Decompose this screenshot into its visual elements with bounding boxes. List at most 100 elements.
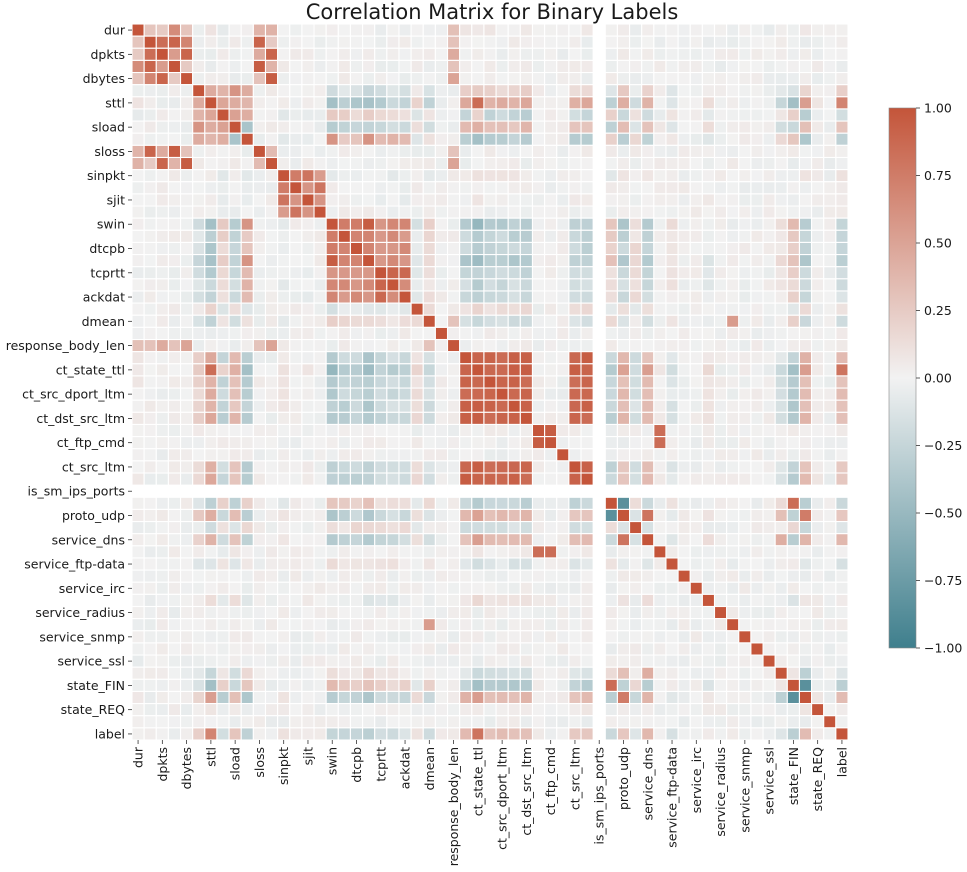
heatmap-cell [616, 108, 631, 122]
heatmap-cell [252, 654, 267, 668]
heatmap-cell [835, 217, 849, 231]
heatmap-cell [459, 59, 473, 74]
heatmap-cell [264, 727, 279, 741]
heatmap-cell [289, 169, 303, 183]
heatmap-cell [422, 266, 436, 280]
heatmap-cell [216, 375, 230, 389]
heatmap-cell [362, 727, 376, 741]
heatmap-cell [762, 436, 776, 450]
heatmap-cell [738, 290, 752, 304]
heatmap-cell [325, 569, 339, 583]
heatmap-cell [811, 411, 825, 426]
heatmap-cell [155, 593, 169, 608]
heatmap-cell [507, 35, 521, 49]
heatmap-cell [677, 363, 691, 377]
heatmap-cell [556, 375, 570, 389]
heatmap-cell [653, 496, 667, 510]
heatmap-cell [738, 156, 752, 171]
heatmap-cell [349, 654, 364, 668]
heatmap-cell [179, 557, 194, 571]
heatmap-cell [738, 108, 752, 122]
heatmap-cell [798, 229, 813, 243]
heatmap-cell [519, 678, 534, 693]
heatmap-cell [641, 654, 655, 668]
heatmap-cell [277, 23, 291, 37]
heatmap-cell [495, 314, 509, 328]
heatmap-cell [155, 715, 169, 729]
heatmap-cell [750, 144, 764, 159]
heatmap-cell [131, 23, 145, 37]
heatmap-cell [131, 557, 145, 571]
heatmap-cell [131, 132, 145, 146]
heatmap-cell [762, 229, 776, 243]
heatmap-cell [483, 411, 497, 426]
heatmap-cell [471, 120, 485, 134]
heatmap-cell [386, 35, 400, 49]
heatmap-cell [410, 23, 424, 37]
heatmap-cell [774, 593, 788, 608]
heatmap-cell [143, 496, 157, 510]
heatmap-cell [750, 205, 764, 219]
heatmap-cell [143, 727, 157, 741]
heatmap-cell [143, 715, 157, 729]
heatmap-cell [228, 448, 242, 462]
heatmap-cell [204, 96, 218, 110]
heatmap-cell [349, 581, 364, 595]
heatmap-cell [374, 557, 388, 571]
heatmap-cell [264, 448, 279, 462]
heatmap-cell [629, 508, 643, 523]
heatmap-cell [531, 533, 546, 547]
heatmap-cell [544, 411, 558, 426]
heatmap-cell [362, 448, 376, 462]
heatmap-cell [495, 193, 509, 207]
heatmap-cell [143, 605, 157, 620]
heatmap-cell [653, 144, 667, 159]
heatmap-cell [665, 703, 679, 717]
heatmap-cell [216, 205, 230, 219]
heatmap-cell [240, 593, 254, 608]
heatmap-cell [313, 423, 327, 438]
heatmap-cell [289, 557, 303, 571]
heatmap-cell [471, 557, 485, 571]
heatmap-cell [277, 593, 291, 608]
heatmap-cell [252, 375, 267, 389]
heatmap-cell [665, 581, 679, 595]
heatmap-cell [713, 193, 728, 207]
y-tick-label: proto_udp [62, 508, 125, 523]
heatmap-cell [289, 630, 303, 644]
heatmap-cell [665, 423, 679, 438]
heatmap-cell [264, 205, 279, 219]
heatmap-cell [665, 326, 679, 341]
heatmap-cell [774, 47, 788, 61]
heatmap-cell [713, 436, 728, 450]
heatmap-cell [143, 84, 157, 98]
heatmap-cell [495, 96, 509, 110]
heatmap-cell [762, 363, 776, 377]
heatmap-cell [823, 411, 837, 426]
heatmap-cell [277, 84, 291, 98]
heatmap-cell [726, 59, 740, 74]
heatmap-cell [216, 399, 230, 413]
heatmap-cell [495, 229, 509, 243]
heatmap-cell [398, 581, 412, 595]
heatmap-cell [677, 496, 691, 510]
heatmap-cell [604, 460, 618, 474]
heatmap-cell [155, 508, 169, 523]
heatmap-cell [374, 508, 388, 523]
heatmap-cell [398, 266, 412, 280]
heatmap-cell [568, 642, 582, 656]
heatmap-cell [641, 108, 655, 122]
heatmap-cell [386, 132, 400, 146]
heatmap-cell [216, 181, 230, 195]
heatmap-cell [289, 581, 303, 595]
heatmap-cell [750, 84, 764, 98]
heatmap-cell [301, 496, 315, 510]
heatmap-cell [337, 472, 351, 486]
heatmap-cell [313, 338, 327, 353]
heatmap-cell [192, 654, 206, 668]
heatmap-cell [483, 254, 497, 268]
heatmap-cell [289, 181, 303, 195]
colorbar-tick-label: −0.25 [924, 438, 962, 453]
heatmap-cell [434, 727, 449, 741]
heatmap-cell [386, 436, 400, 450]
